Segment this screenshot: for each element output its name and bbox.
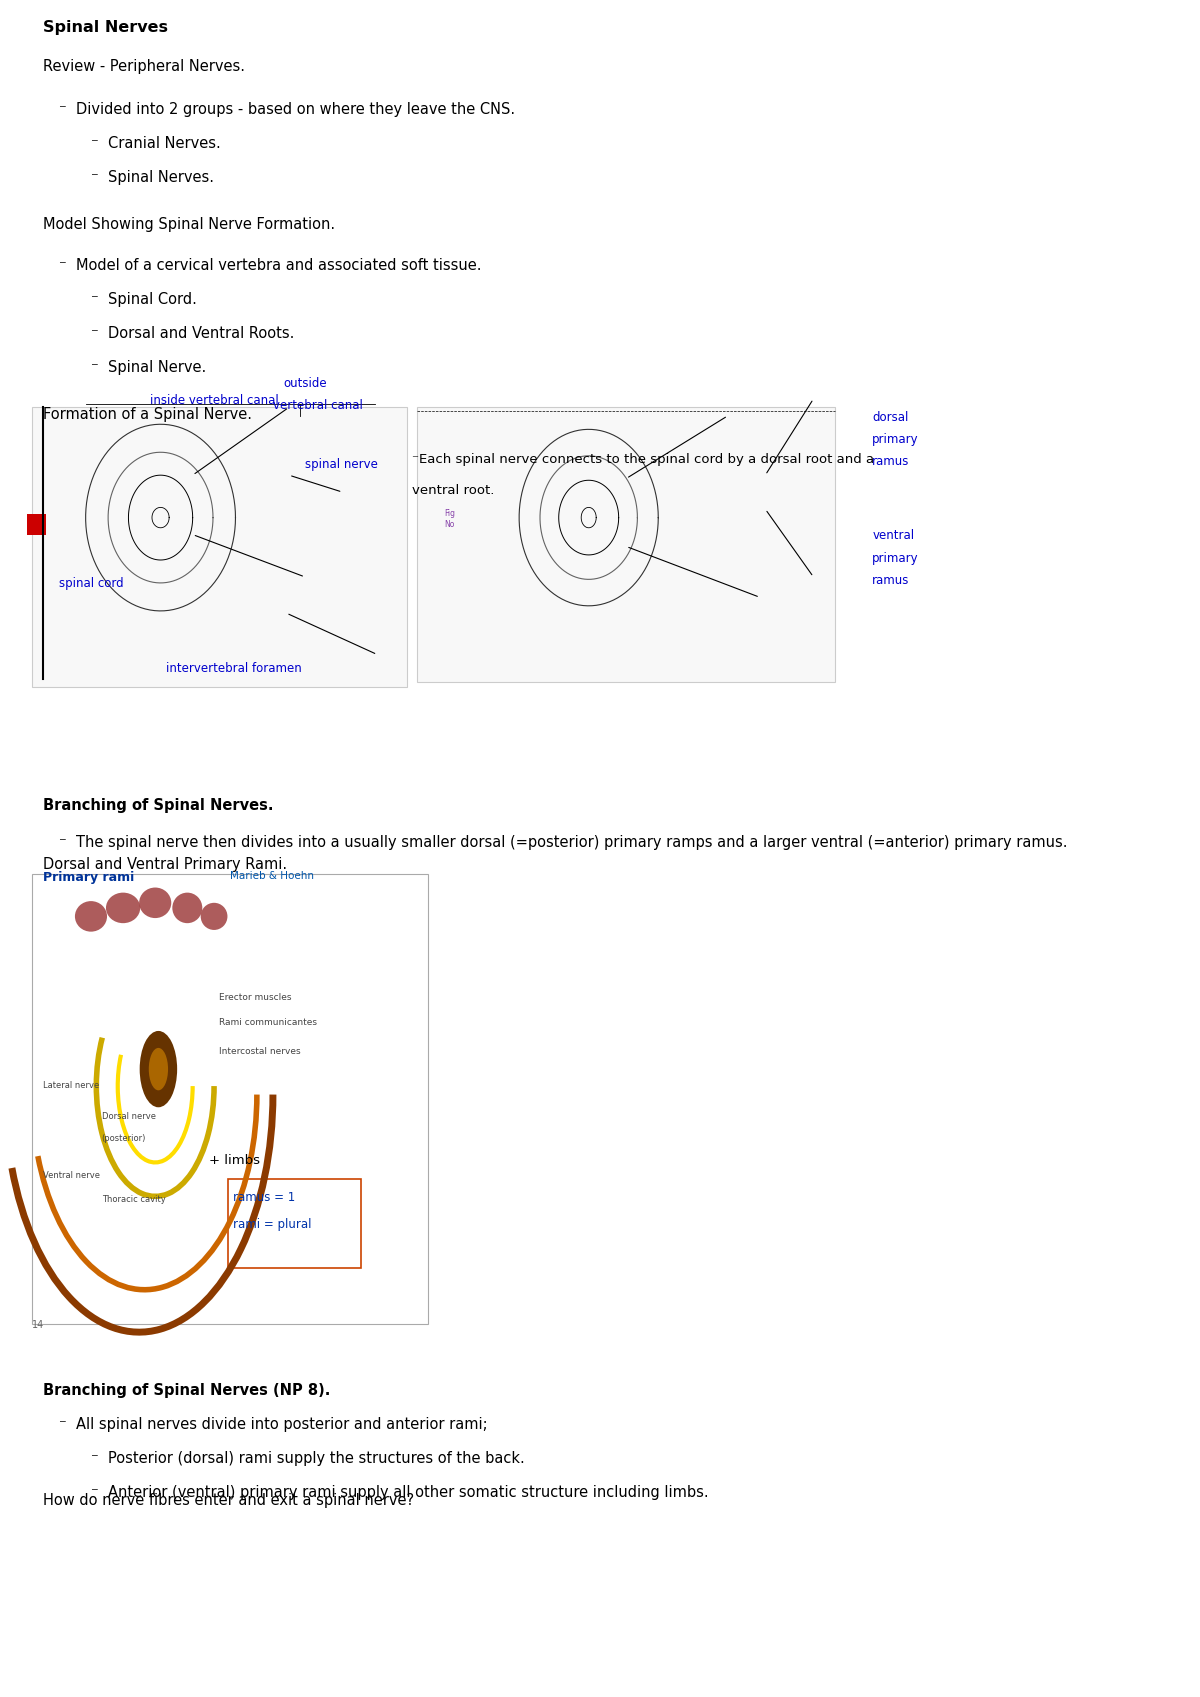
Text: primary: primary — [872, 433, 919, 446]
Text: Dorsal nerve: Dorsal nerve — [102, 1112, 156, 1120]
Text: Fig
No: Fig No — [444, 509, 455, 528]
Text: Spinal Nerves: Spinal Nerves — [43, 20, 168, 36]
Ellipse shape — [200, 903, 228, 930]
Text: Model Showing Spinal Nerve Formation.: Model Showing Spinal Nerve Formation. — [43, 217, 335, 232]
Text: primary: primary — [872, 552, 919, 565]
FancyBboxPatch shape — [32, 874, 428, 1324]
Text: spinal nerve: spinal nerve — [305, 458, 378, 472]
Text: Ventral nerve: Ventral nerve — [43, 1171, 100, 1179]
Text: ⁻  Spinal Nerve.: ⁻ Spinal Nerve. — [91, 360, 206, 375]
Text: Erector muscles: Erector muscles — [220, 993, 292, 1001]
Text: Intercostal nerves: Intercostal nerves — [220, 1047, 301, 1056]
Text: + limbs: + limbs — [209, 1154, 259, 1168]
Text: Branching of Spinal Nerves.: Branching of Spinal Nerves. — [43, 798, 274, 813]
Ellipse shape — [149, 1049, 168, 1091]
Text: ramus: ramus — [872, 574, 910, 587]
Text: ⁻Each spinal nerve connects to the spinal cord by a dorsal root and a: ⁻Each spinal nerve connects to the spina… — [412, 453, 875, 467]
Text: ⁻  Spinal Cord.: ⁻ Spinal Cord. — [91, 292, 197, 307]
Ellipse shape — [74, 901, 107, 932]
FancyBboxPatch shape — [418, 407, 835, 682]
Text: Branching of Spinal Nerves (NP 8).: Branching of Spinal Nerves (NP 8). — [43, 1383, 330, 1398]
Text: ⁻  Spinal Nerves.: ⁻ Spinal Nerves. — [91, 170, 214, 185]
Text: 14: 14 — [32, 1320, 44, 1330]
Text: rami = plural: rami = plural — [233, 1218, 312, 1232]
Text: Dorsal and Ventral Primary Rami.: Dorsal and Ventral Primary Rami. — [43, 857, 287, 872]
Text: Formation of a Spinal Nerve.: Formation of a Spinal Nerve. — [43, 407, 252, 423]
Text: ramus = 1: ramus = 1 — [233, 1191, 295, 1205]
Text: Review - Peripheral Nerves.: Review - Peripheral Nerves. — [43, 59, 245, 75]
Text: ⁻  All spinal nerves divide into posterior and anterior rami;: ⁻ All spinal nerves divide into posterio… — [59, 1417, 487, 1432]
Text: ⁻  Divided into 2 groups - based on where they leave the CNS.: ⁻ Divided into 2 groups - based on where… — [59, 102, 515, 117]
Text: ⁻  Cranial Nerves.: ⁻ Cranial Nerves. — [91, 136, 221, 151]
Text: ⁻  The spinal nerve then divides into a usually smaller dorsal (=posterior) prim: ⁻ The spinal nerve then divides into a u… — [59, 835, 1067, 850]
Bar — [26, 514, 46, 535]
Text: ⁻  Dorsal and Ventral Roots.: ⁻ Dorsal and Ventral Roots. — [91, 326, 294, 341]
Text: (posterior): (posterior) — [102, 1134, 146, 1142]
Text: vertebral canal: vertebral canal — [272, 399, 362, 412]
Text: inside vertebral canal: inside vertebral canal — [150, 394, 278, 407]
Text: intervertebral foramen: intervertebral foramen — [166, 662, 301, 675]
Text: Primary rami: Primary rami — [43, 871, 134, 884]
Text: spinal cord: spinal cord — [59, 577, 124, 591]
Ellipse shape — [139, 1032, 178, 1108]
Text: How do nerve fibres enter and exit a spinal nerve?: How do nerve fibres enter and exit a spi… — [43, 1493, 414, 1509]
Text: ventral: ventral — [872, 529, 914, 543]
Ellipse shape — [106, 893, 140, 923]
Text: ⁻  Model of a cervical vertebra and associated soft tissue.: ⁻ Model of a cervical vertebra and assoc… — [59, 258, 481, 273]
Text: dorsal: dorsal — [872, 411, 908, 424]
Text: Rami communicantes: Rami communicantes — [220, 1018, 318, 1027]
Text: ⁻  Posterior (dorsal) rami supply the structures of the back.: ⁻ Posterior (dorsal) rami supply the str… — [91, 1451, 524, 1466]
Text: ⁻  Anterior (ventral) primary rami supply all other somatic structure including : ⁻ Anterior (ventral) primary rami supply… — [91, 1485, 709, 1500]
Text: Marieb & Hoehn: Marieb & Hoehn — [230, 871, 314, 881]
Text: ventral root.: ventral root. — [412, 484, 494, 497]
Text: outside: outside — [283, 377, 328, 390]
Text: Lateral nerve: Lateral nerve — [43, 1081, 100, 1089]
Ellipse shape — [139, 888, 172, 918]
Text: Thoracic cavity: Thoracic cavity — [102, 1195, 166, 1203]
FancyBboxPatch shape — [228, 1179, 361, 1268]
Text: ramus: ramus — [872, 455, 910, 468]
Ellipse shape — [173, 893, 203, 923]
FancyBboxPatch shape — [32, 407, 407, 687]
